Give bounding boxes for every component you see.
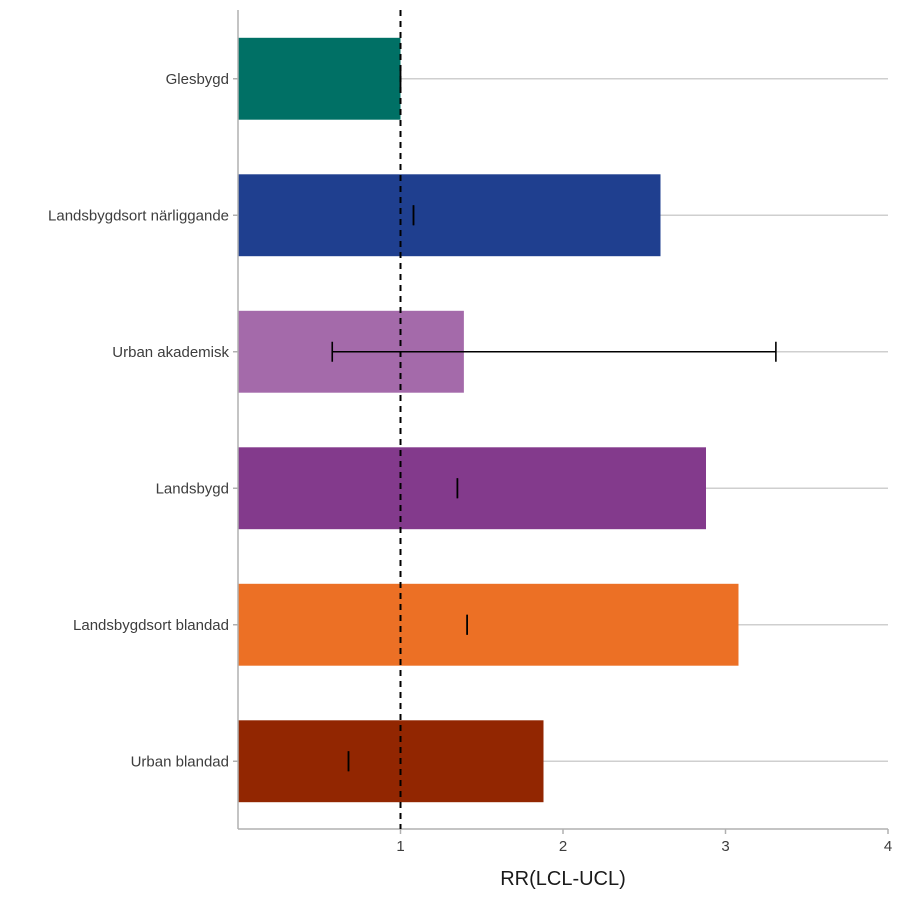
x-tick-labels: 1 2 3 4	[396, 829, 892, 855]
y-tick-label: Urban akademisk	[112, 344, 229, 361]
bar	[238, 583, 739, 666]
y-tick-label: Glesbygd	[166, 71, 229, 88]
x-tick-label: 3	[721, 838, 729, 855]
x-tick-label: 2	[559, 838, 567, 855]
y-tick-label: Landsbygd	[156, 480, 229, 497]
x-tick-label: 1	[396, 838, 404, 855]
bar	[238, 37, 401, 120]
bar	[238, 174, 661, 257]
bar	[238, 720, 544, 803]
bar	[238, 447, 706, 530]
bars	[238, 37, 739, 803]
axes	[237, 10, 888, 830]
y-tick-labels: Glesbygd Landsbygdsort närliggande Urban a…	[48, 71, 238, 770]
y-tick-label: Landsbygdsort närliggande	[48, 207, 229, 224]
y-tick-label: Urban blandad	[131, 753, 229, 770]
x-axis-title: RR(LCL-UCL)	[500, 868, 626, 890]
x-tick-label: 4	[884, 838, 892, 855]
y-tick-label: Landsbygdsort blandad	[73, 617, 229, 634]
error-bars	[331, 68, 777, 772]
